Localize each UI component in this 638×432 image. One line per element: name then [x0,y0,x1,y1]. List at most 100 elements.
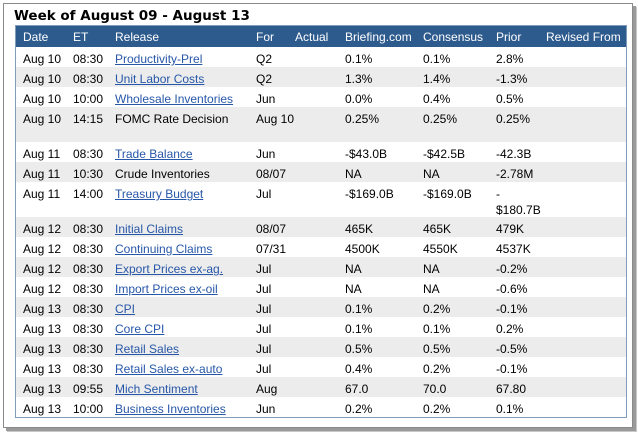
row-prior: -1.3% [496,72,528,86]
row-date: Aug 11 [23,187,61,201]
row-period: Aug [256,382,278,396]
row-briefing: NA [345,167,362,181]
table-row: Aug 11 10:30 Crude Inventories 08/07 NA NA -2.… [16,162,626,182]
row-period: Jul [256,187,272,201]
row-consensus: 70.0 [423,382,447,396]
header-release: Release [115,30,160,44]
row-time: 14:00 [73,187,104,201]
row-briefing: 67.0 [345,382,369,396]
table-header: Date ET Release For Actual Briefing.com … [16,26,626,47]
row-prior: -0.6% [496,282,528,296]
row-briefing: 465K [345,222,374,236]
row-briefing: 0.25% [345,112,380,126]
table-row: Aug 10 14:15 FOMC Rate Decision Aug 10 0.25%… [16,107,626,142]
row-prior: -42.3B [496,147,532,161]
row-period: Jun [256,92,276,106]
row-consensus: 0.2% [423,362,451,376]
row-time: 08:30 [73,222,104,236]
row-time: 08:30 [73,362,104,376]
table-row: Aug 12 08:30 Initial Claims 08/07 465K 465K 47… [16,217,626,237]
row-prior: 67.80 [496,382,527,396]
table-row: Aug 13 08:30 Retail Sales ex-auto Jul 0.4% 0.… [16,357,626,377]
release-link[interactable]: Productivity-Prel [115,52,203,66]
release-link[interactable]: CPI [115,302,136,316]
table-row: Aug 13 08:30 Core CPI Jul 0.1% 0.1% 0.2% [16,317,626,337]
table-row: Aug 13 08:30 Retail Sales Jul 0.5% 0.5% -0.5% [16,337,626,357]
row-time: 08:30 [73,147,104,161]
economic-calendar-table: Date ET Release For Actual Briefing.com … [15,25,627,418]
row-period: Q2 [256,72,273,86]
row-date: Aug 11 [23,147,61,161]
row-consensus: 4550K [423,242,458,256]
release-link[interactable]: Export Prices ex-ag. [115,262,224,276]
row-time: 08:30 [73,282,104,296]
header-briefing: Briefing.com [345,30,412,44]
table-row: Aug 11 14:00 Treasury Budget Jul -$169.0B -$1… [16,182,626,217]
row-consensus: NA [423,262,440,276]
row-period: 08/07 [256,222,287,236]
row-prior: -0.5% [496,342,528,356]
row-time: 08:30 [73,72,104,86]
row-briefing: 0.2% [345,402,373,416]
row-briefing: 0.1% [345,302,373,316]
row-consensus: NA [423,282,440,296]
table-row: Aug 12 08:30 Export Prices ex-ag. Jul NA NA -0… [16,257,626,277]
row-consensus: 0.1% [423,52,451,66]
table-row: Aug 10 08:30 Productivity-Prel Q2 0.1% 0.1% 2.… [16,47,626,67]
row-time: 08:30 [73,322,104,336]
release-link[interactable]: Core CPI [115,322,165,336]
row-prior: 479K [496,222,525,236]
row-briefing: -$169.0B [345,187,394,201]
row-briefing: 0.5% [345,342,373,356]
release-link[interactable]: Unit Labor Costs [115,72,205,86]
row-date: Aug 13 [23,382,62,396]
table-body: Aug 10 08:30 Productivity-Prel Q2 0.1% 0.1% 2.… [16,47,626,417]
header-consensus: Consensus [423,30,484,44]
row-consensus: 0.2% [423,402,451,416]
table-row: Aug 10 10:00 Wholesale Inventories Jun 0.0% 0… [16,87,626,107]
release-link[interactable]: Trade Balance [115,147,193,161]
table-row: Aug 10 08:30 Unit Labor Costs Q2 1.3% 1.4% -1.… [16,67,626,87]
row-briefing: 1.3% [345,72,373,86]
row-time: 08:30 [73,242,104,256]
release-link[interactable]: Mich Sentiment [115,382,198,396]
row-date: Aug 12 [23,242,62,256]
row-date: Aug 12 [23,262,62,276]
table-row: Aug 13 09:55 Mich Sentiment Aug 67.0 70.0 67.8… [16,377,626,397]
row-date: Aug 10 [23,52,62,66]
release-link[interactable]: Continuing Claims [115,242,213,256]
table-row: Aug 11 08:30 Trade Balance Jun -$43.0B -$42.5… [16,142,626,162]
row-time: 10:00 [73,92,104,106]
row-briefing: 0.0% [345,92,373,106]
release-link[interactable]: Initial Claims [115,222,184,236]
row-briefing: NA [345,262,362,276]
release-link[interactable]: Treasury Budget [115,187,204,201]
row-prior: -2.78M [496,167,534,181]
row-briefing: 0.4% [345,362,373,376]
row-period: Aug 10 [256,112,295,126]
release-link[interactable]: Business Inventories [115,402,226,416]
row-prior: 4537K [496,242,531,256]
row-date: Aug 12 [23,282,62,296]
release-link[interactable]: Import Prices ex-oil [115,282,218,296]
calendar-panel: Week of August 09 - August 13 Date ET Re… [3,3,633,428]
release-link[interactable]: Wholesale Inventories [115,92,234,106]
release-link[interactable]: Retail Sales [115,342,180,356]
row-time: 08:30 [73,262,104,276]
header-et: ET [73,30,89,44]
row-date: Aug 12 [23,222,62,236]
row-period: Jul [256,362,272,376]
row-period: Jul [256,262,272,276]
row-period: Jul [256,302,272,316]
row-briefing: -$43.0B [345,147,388,161]
row-release: FOMC Rate Decision [115,112,229,126]
row-date: Aug 11 [23,167,61,181]
row-prior: 0.2% [496,322,524,336]
header-date: Date [23,30,49,44]
row-briefing: 0.1% [345,52,373,66]
header-prior: Prior [496,30,522,44]
release-link[interactable]: Retail Sales ex-auto [115,362,223,376]
row-release: Crude Inventories [115,167,210,181]
header-actual: Actual [295,30,329,44]
row-period: 07/31 [256,242,287,256]
